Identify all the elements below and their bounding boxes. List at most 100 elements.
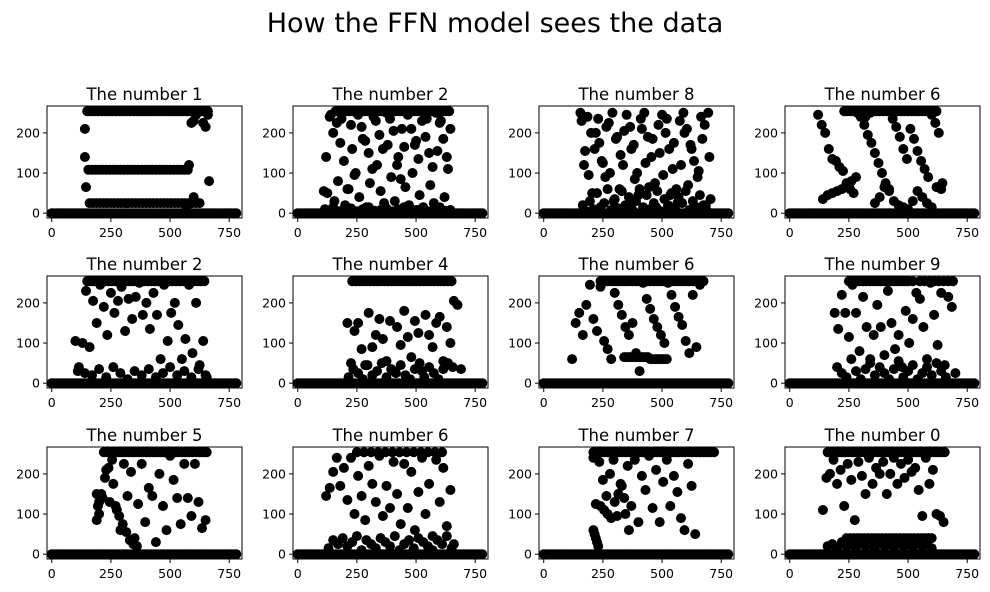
data-point [377,511,388,521]
data-point [200,121,211,132]
data-point [141,297,152,308]
data-point [434,311,445,322]
data-point [122,491,133,501]
data-point [847,279,858,290]
data-point [916,156,927,166]
data-point [88,295,99,306]
data-point [926,109,937,120]
subplot-title: The number 9 [823,255,940,274]
data-point [597,474,608,485]
data-point [150,537,161,548]
data-point [147,491,158,501]
data-point [200,370,211,381]
data-point [404,535,414,546]
data-point [910,462,921,473]
data-point [353,470,364,481]
data-point [338,462,349,473]
data-point [832,478,843,489]
y-tick-label: 200 [262,295,286,310]
data-point [817,505,828,515]
data-point [670,204,681,215]
data-point [374,129,385,140]
data-point [873,158,884,168]
data-point [922,362,932,373]
data-point [840,307,851,318]
data-point [445,205,456,215]
subplot-title: The number 0 [823,426,940,445]
x-tick-label: 500 [158,395,182,410]
data-point [684,348,695,359]
data-point [647,503,658,513]
x-tick-label: 0 [786,225,794,240]
data-point [687,289,698,300]
data-point [658,170,669,180]
scatter-points [292,276,488,389]
y-tick-label: 0 [278,376,286,391]
data-point [874,468,885,479]
data-point [946,301,957,312]
data-point [424,148,435,158]
data-point [904,338,915,348]
data-point [424,478,435,489]
data-point [659,338,670,348]
data-point [366,447,377,458]
data-point [364,178,375,189]
data-point [816,119,827,130]
data-point [877,168,887,178]
data-point [629,454,640,465]
subplot-title: The number 1 [85,85,202,104]
data-point [605,468,615,479]
data-point [644,450,654,461]
x-tick-label: 250 [345,225,369,240]
data-point [930,117,941,128]
data-point [645,303,656,314]
data-point [599,336,610,346]
data-point [583,170,594,180]
data-point [884,186,895,197]
x-tick-label: 0 [786,395,794,410]
data-point [699,119,710,130]
data-point [884,374,895,385]
subplot-10: The number 6 0 250 500 750 0 100 200 [262,426,489,581]
data-point [367,342,378,353]
data-point [644,182,654,193]
y-tick-label: 0 [32,547,40,562]
data-point [87,370,97,381]
data-point [913,485,924,495]
data-point [191,297,202,308]
data-point [823,144,834,154]
x-tick-label: 0 [48,225,56,240]
data-point [592,326,602,336]
data-point [846,474,857,485]
data-point [108,478,119,489]
data-point [337,533,348,544]
data-point [109,307,120,318]
data-point [588,314,599,324]
data-point [357,374,368,385]
y-tick-label: 0 [278,547,286,562]
data-point [79,123,90,134]
data-point [592,188,602,199]
data-point [406,123,417,134]
data-point [723,549,734,560]
data-point [136,458,147,469]
subplot-1: The number 1 0 250 500 750 0 100 200 [16,85,243,240]
x-tick-label: 750 [955,566,979,581]
data-point [385,503,395,513]
data-point [370,497,381,507]
x-tick-label: 0 [786,566,794,581]
data-point [427,545,438,556]
data-point [849,515,860,526]
data-point [130,291,141,302]
data-point [351,531,362,542]
data-point [862,129,873,140]
data-point [143,364,154,375]
data-point [385,113,395,124]
data-point [201,447,212,458]
data-point [886,318,897,328]
data-point [969,378,980,389]
y-tick-label: 0 [770,547,778,562]
data-point [899,472,910,483]
x-tick-label: 250 [345,566,369,581]
